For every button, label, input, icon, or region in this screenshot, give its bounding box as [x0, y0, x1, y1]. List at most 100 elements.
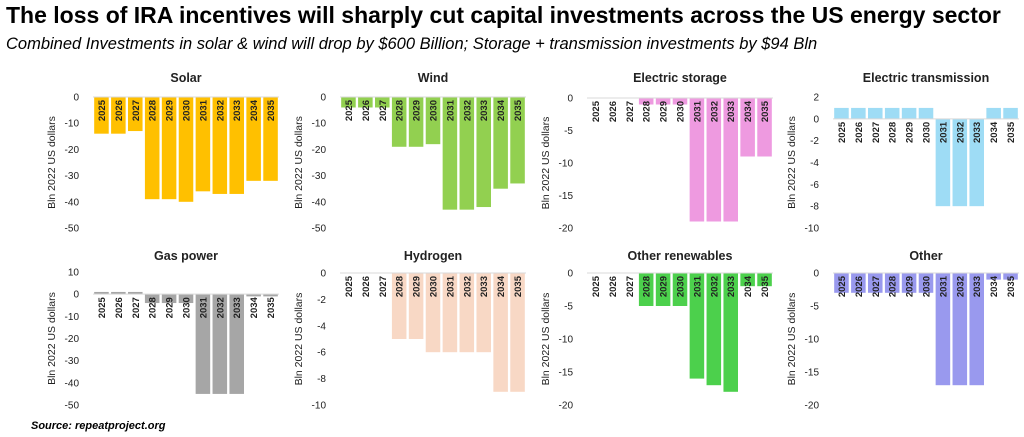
x-tick-label: 2034: [249, 296, 260, 318]
y-tick-label: 0: [567, 269, 573, 280]
y-tick-label: -10: [65, 312, 80, 323]
x-tick-label: 2033: [972, 276, 983, 297]
chart-title: Other: [909, 249, 942, 263]
bar: [408, 273, 424, 339]
y-axis-label: Bln 2022 US dollars: [293, 116, 305, 209]
x-tick-label: 2035: [760, 100, 771, 122]
y-tick-label: -8: [317, 374, 326, 385]
x-tick-label: 2034: [496, 99, 507, 121]
bar: [723, 98, 738, 222]
bar: [757, 273, 772, 287]
bar: [442, 273, 458, 353]
chart-panel-electric-transmission: Electric transmission Bln 2022 US dollars…: [786, 71, 1019, 235]
bar: [358, 97, 373, 108]
x-tick-label: 2033: [479, 100, 490, 121]
x-tick-label: 2032: [462, 276, 473, 297]
x-tick-label: 2029: [412, 100, 423, 121]
bar: [901, 107, 917, 119]
bar: [375, 97, 390, 108]
bar: [111, 291, 126, 295]
bar: [229, 294, 244, 394]
bar: [868, 273, 883, 293]
x-tick-label: 2033: [232, 100, 243, 121]
x-tick-label: 2026: [854, 122, 865, 143]
bar: [884, 273, 900, 293]
bar: [476, 273, 491, 353]
x-tick-label: 2032: [215, 100, 226, 121]
x-tick-label: 2031: [692, 100, 703, 122]
x-tick-label: 2025: [591, 275, 602, 297]
x-tick-label: 2033: [479, 276, 490, 297]
x-tick-label: 2035: [1006, 121, 1017, 143]
x-tick-label: 2027: [871, 122, 882, 143]
y-tick-label: -20: [65, 334, 80, 345]
y-tick-label: -6: [317, 348, 326, 359]
x-tick-label: 2035: [1006, 275, 1017, 297]
y-tick-label: -10: [312, 401, 327, 412]
chart-title: Electric storage: [633, 71, 727, 85]
bar: [638, 98, 654, 105]
bar: [510, 273, 525, 392]
y-tick-label: -15: [559, 191, 574, 202]
chart-title: Gas power: [154, 249, 218, 263]
bar: [144, 97, 160, 200]
y-tick-label: -10: [559, 335, 574, 346]
y-tick-label: -6: [810, 180, 819, 191]
y-tick-label: 0: [73, 290, 79, 301]
bar: [918, 107, 934, 119]
y-tick-label: 0: [320, 93, 326, 104]
y-tick-label: -20: [805, 401, 820, 412]
x-tick-label: 2030: [182, 100, 193, 121]
y-tick-label: -50: [65, 401, 80, 412]
y-tick-label: -10: [805, 224, 820, 235]
x-tick-label: 2035: [513, 99, 524, 121]
bar: [672, 273, 688, 306]
y-tick-label: -50: [65, 224, 80, 235]
chart-panel-other: Other Bln 2022 US dollars 0 -5 -10 -15 -20 2025…: [786, 249, 1019, 412]
bar: [246, 294, 261, 297]
x-tick-label: 2031: [198, 99, 209, 121]
x-tick-label: 2032: [215, 297, 226, 318]
x-tick-label: 2026: [608, 101, 619, 122]
x-tick-label: 2028: [642, 101, 653, 122]
y-tick-label: -50: [312, 224, 327, 235]
y-tick-label: -20: [312, 145, 327, 156]
y-tick-label: 0: [320, 269, 326, 280]
y-tick-label: -10: [65, 119, 80, 130]
y-tick-label: -4: [317, 321, 326, 332]
x-tick-label: 2033: [726, 276, 737, 297]
y-tick-label: 10: [68, 268, 80, 279]
x-tick-label: 2026: [114, 297, 125, 318]
bar: [655, 273, 671, 306]
x-tick-label: 2029: [659, 101, 670, 122]
bar: [476, 97, 491, 208]
x-tick-label: 2029: [165, 100, 176, 121]
x-tick-label: 2032: [955, 276, 966, 297]
bar: [246, 97, 261, 181]
chart-panel-solar: Solar Bln 2022 US dollars 0 -10 -20 -30 -40 -50…: [46, 71, 279, 235]
y-tick-label: -2: [810, 136, 819, 147]
bar: [493, 273, 508, 392]
x-tick-label: 2027: [131, 297, 142, 318]
y-tick-label: 0: [567, 94, 573, 105]
bar: [723, 273, 738, 392]
bar: [391, 97, 407, 147]
chart-title: Solar: [170, 71, 201, 85]
y-tick-label: -5: [564, 126, 573, 137]
y-tick-label: -10: [559, 159, 574, 170]
bar: [1003, 273, 1018, 280]
bar: [178, 97, 194, 202]
bar: [111, 97, 126, 134]
bar: [868, 107, 883, 119]
y-axis-label: Bln 2022 US dollars: [293, 293, 305, 386]
x-tick-label: 2028: [395, 276, 406, 297]
x-tick-label: 2030: [922, 122, 933, 143]
bar: [706, 273, 722, 386]
x-tick-label: 2030: [429, 100, 440, 121]
y-tick-label: -5: [564, 302, 573, 313]
y-axis-label: Bln 2022 US dollars: [540, 117, 552, 210]
x-tick-label: 2035: [760, 275, 771, 297]
x-tick-label: 2033: [972, 122, 983, 143]
x-tick-label: 2034: [249, 99, 260, 121]
